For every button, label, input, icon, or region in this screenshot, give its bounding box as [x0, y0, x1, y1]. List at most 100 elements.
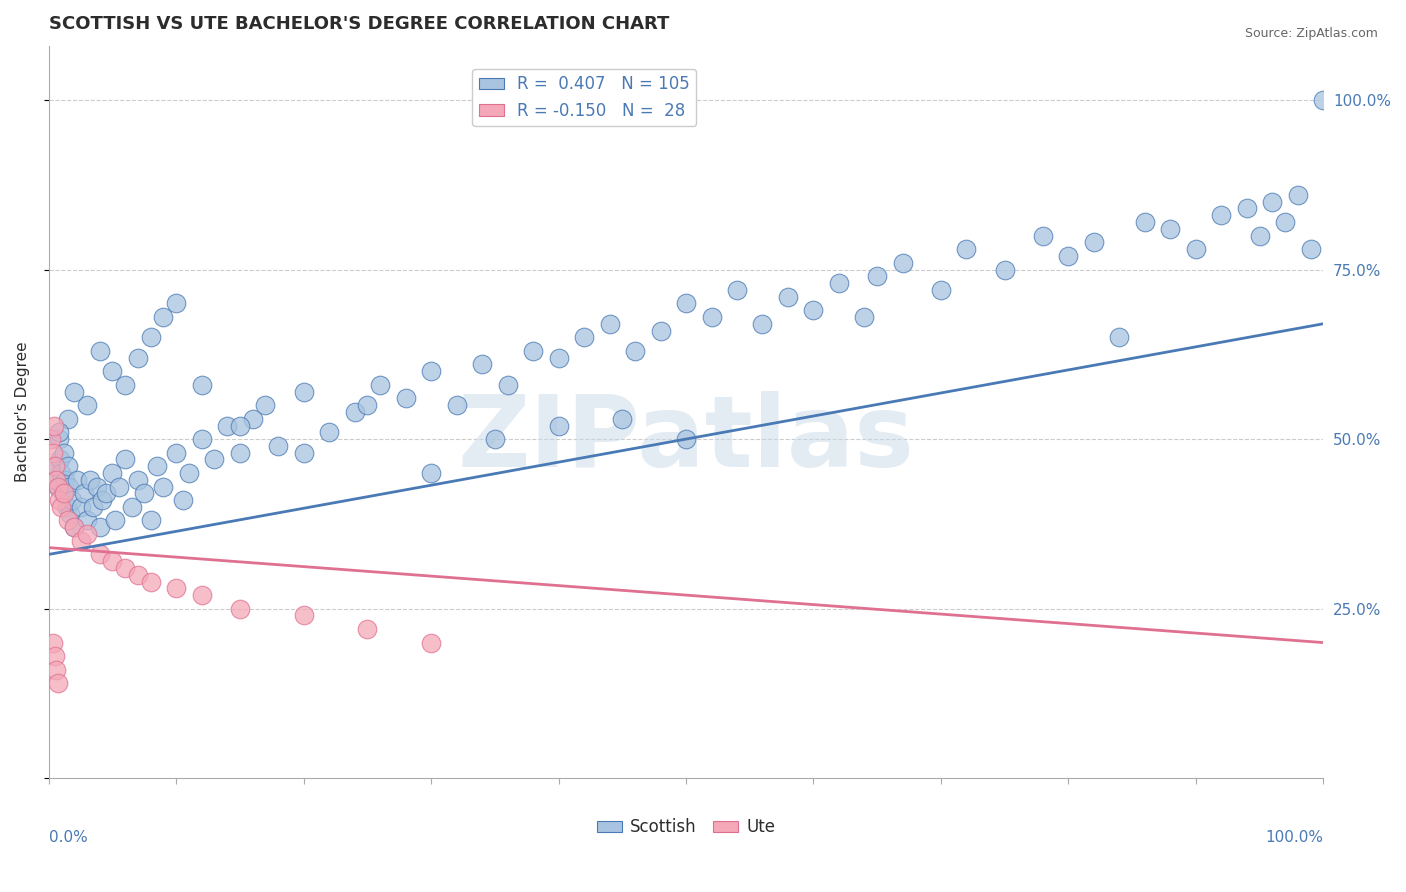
- Point: [229, 445, 252, 459]
- Point: [42, 418, 65, 433]
- Point: [165, 582, 187, 596]
- Point: [48, 425, 70, 440]
- Point: [292, 445, 315, 459]
- Point: [1185, 242, 1208, 256]
- Point: [828, 276, 851, 290]
- Point: [1312, 93, 1334, 107]
- Point: [420, 364, 443, 378]
- Point: [725, 283, 748, 297]
- Point: [53, 486, 76, 500]
- Point: [190, 432, 212, 446]
- Point: [114, 561, 136, 575]
- Point: [929, 283, 952, 297]
- Point: [190, 588, 212, 602]
- Point: [48, 432, 70, 446]
- Point: [853, 310, 876, 324]
- Point: [45, 663, 67, 677]
- Point: [318, 425, 340, 440]
- Point: [675, 432, 697, 446]
- Point: [484, 432, 506, 446]
- Point: [108, 479, 131, 493]
- Point: [46, 676, 69, 690]
- Point: [114, 452, 136, 467]
- Point: [114, 377, 136, 392]
- Point: [471, 358, 494, 372]
- Point: [368, 377, 391, 392]
- Point: [60, 493, 83, 508]
- Point: [217, 418, 239, 433]
- Point: [955, 242, 977, 256]
- Text: 100.0%: 100.0%: [1265, 830, 1323, 845]
- Point: [1159, 222, 1181, 236]
- Point: [63, 384, 86, 399]
- Point: [891, 256, 914, 270]
- Point: [56, 411, 79, 425]
- Point: [41, 445, 63, 459]
- Point: [45, 459, 67, 474]
- Point: [49, 452, 72, 467]
- Text: Source: ZipAtlas.com: Source: ZipAtlas.com: [1244, 27, 1378, 40]
- Point: [121, 500, 143, 514]
- Point: [803, 303, 825, 318]
- Point: [58, 479, 80, 493]
- Point: [91, 493, 114, 508]
- Point: [53, 445, 76, 459]
- Point: [59, 507, 82, 521]
- Y-axis label: Bachelor's Degree: Bachelor's Degree: [15, 342, 30, 483]
- Point: [56, 514, 79, 528]
- Point: [229, 601, 252, 615]
- Point: [547, 351, 569, 365]
- Point: [56, 459, 79, 474]
- Point: [44, 649, 66, 664]
- Point: [44, 459, 66, 474]
- Point: [292, 608, 315, 623]
- Point: [76, 514, 98, 528]
- Point: [599, 317, 621, 331]
- Point: [101, 554, 124, 568]
- Point: [89, 548, 111, 562]
- Point: [152, 479, 174, 493]
- Point: [1299, 242, 1322, 256]
- Point: [242, 411, 264, 425]
- Point: [343, 405, 366, 419]
- Point: [52, 486, 75, 500]
- Point: [177, 466, 200, 480]
- Point: [292, 384, 315, 399]
- Point: [612, 411, 634, 425]
- Point: [172, 493, 194, 508]
- Point: [51, 466, 73, 480]
- Point: [1249, 228, 1271, 243]
- Point: [139, 330, 162, 344]
- Point: [127, 473, 149, 487]
- Point: [152, 310, 174, 324]
- Point: [1032, 228, 1054, 243]
- Point: [41, 635, 63, 649]
- Point: [547, 418, 569, 433]
- Point: [76, 398, 98, 412]
- Text: ZIPatlas: ZIPatlas: [457, 391, 914, 488]
- Point: [127, 351, 149, 365]
- Point: [1236, 202, 1258, 216]
- Point: [675, 296, 697, 310]
- Point: [522, 343, 544, 358]
- Point: [101, 466, 124, 480]
- Point: [394, 392, 416, 406]
- Point: [76, 527, 98, 541]
- Point: [420, 635, 443, 649]
- Point: [104, 514, 127, 528]
- Point: [69, 533, 91, 548]
- Point: [48, 493, 70, 508]
- Point: [86, 479, 108, 493]
- Point: [650, 324, 672, 338]
- Point: [89, 343, 111, 358]
- Point: [101, 364, 124, 378]
- Legend: Scottish, Ute: Scottish, Ute: [591, 812, 782, 843]
- Point: [356, 622, 378, 636]
- Point: [1211, 208, 1233, 222]
- Point: [46, 479, 69, 493]
- Point: [44, 473, 66, 487]
- Point: [1261, 194, 1284, 209]
- Point: [1274, 215, 1296, 229]
- Point: [254, 398, 277, 412]
- Point: [1108, 330, 1130, 344]
